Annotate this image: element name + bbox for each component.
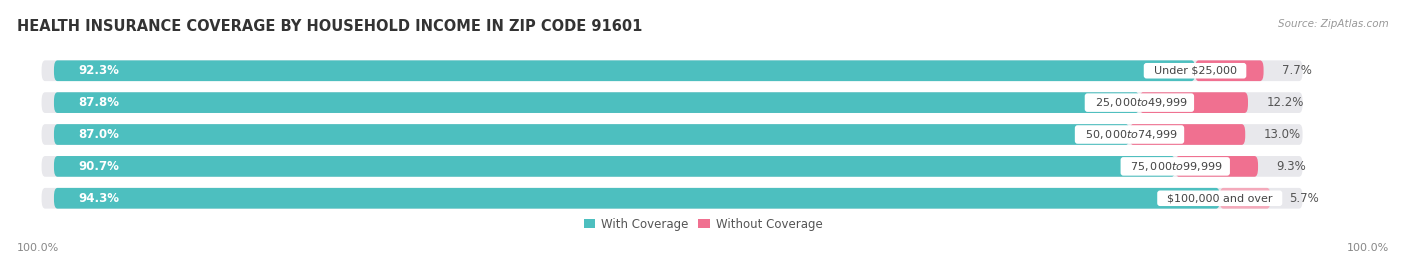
Text: 7.7%: 7.7% [1282,64,1312,77]
FancyBboxPatch shape [53,156,1175,177]
FancyBboxPatch shape [1129,124,1246,145]
Text: 92.3%: 92.3% [79,64,120,77]
Text: $50,000 to $74,999: $50,000 to $74,999 [1077,128,1181,141]
FancyBboxPatch shape [53,92,1139,113]
FancyBboxPatch shape [1175,156,1258,177]
Text: Source: ZipAtlas.com: Source: ZipAtlas.com [1278,19,1389,29]
Text: 90.7%: 90.7% [79,160,120,173]
Text: $100,000 and over: $100,000 and over [1160,193,1279,203]
FancyBboxPatch shape [42,60,1302,81]
Text: 13.0%: 13.0% [1264,128,1301,141]
FancyBboxPatch shape [53,188,1220,209]
FancyBboxPatch shape [42,124,1302,145]
FancyBboxPatch shape [42,188,1302,209]
Text: 12.2%: 12.2% [1267,96,1303,109]
Text: $25,000 to $49,999: $25,000 to $49,999 [1087,96,1191,109]
FancyBboxPatch shape [1139,92,1249,113]
FancyBboxPatch shape [53,124,1129,145]
Text: 100.0%: 100.0% [17,243,59,253]
Text: 87.0%: 87.0% [79,128,120,141]
Text: HEALTH INSURANCE COVERAGE BY HOUSEHOLD INCOME IN ZIP CODE 91601: HEALTH INSURANCE COVERAGE BY HOUSEHOLD I… [17,19,643,34]
Text: Under $25,000: Under $25,000 [1146,66,1243,76]
FancyBboxPatch shape [42,92,1302,113]
Legend: With Coverage, Without Coverage: With Coverage, Without Coverage [579,213,827,235]
FancyBboxPatch shape [1195,60,1264,81]
FancyBboxPatch shape [53,60,1195,81]
Text: 100.0%: 100.0% [1347,243,1389,253]
Text: 87.8%: 87.8% [79,96,120,109]
FancyBboxPatch shape [1220,188,1271,209]
Text: 5.7%: 5.7% [1289,192,1319,205]
FancyBboxPatch shape [42,156,1302,177]
Text: $75,000 to $99,999: $75,000 to $99,999 [1123,160,1227,173]
Text: 9.3%: 9.3% [1277,160,1306,173]
Text: 94.3%: 94.3% [79,192,120,205]
